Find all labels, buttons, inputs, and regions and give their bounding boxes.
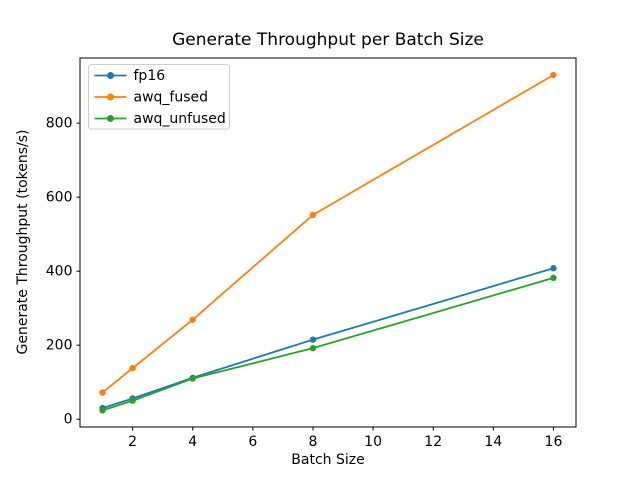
series-marker-awq_fused <box>189 316 196 323</box>
legend-label-fp16: fp16 <box>134 68 166 84</box>
series-marker-awq_unfused <box>99 407 106 414</box>
y-tick-label: 800 <box>46 116 73 132</box>
series-marker-awq_fused <box>129 364 136 372</box>
legend-box <box>88 64 230 130</box>
y-tick-label: 200 <box>46 338 73 354</box>
series-marker-awq_fused <box>309 211 317 219</box>
series-marker-awq_unfused <box>129 397 136 404</box>
series-marker-awq_unfused <box>550 274 557 282</box>
x-tick-label: 2 <box>128 434 137 450</box>
chart-title: Generate Throughput per Batch Size <box>172 30 484 50</box>
x-tick-label: 14 <box>484 434 502 450</box>
series-marker-awq_unfused <box>309 344 317 352</box>
legend-sample-marker-awq_unfused <box>107 115 114 122</box>
series-line-awq_unfused <box>101 276 555 412</box>
axes-spines <box>79 57 577 428</box>
x-tick-label: 10 <box>364 434 382 450</box>
x-tick-label: 6 <box>248 434 257 450</box>
x-tick-label: 4 <box>188 434 197 450</box>
legend-label-awq_unfused: awq_unfused <box>134 111 226 127</box>
y-tick-label: 0 <box>64 412 73 428</box>
y-tick-label: 400 <box>46 264 73 280</box>
x-tick-label: 12 <box>424 434 442 450</box>
series-marker-awq_fused <box>99 389 106 396</box>
y-tick-label: 600 <box>46 190 73 206</box>
legend-label-awq_fused: awq_fused <box>134 89 209 105</box>
series-marker-fp16 <box>550 265 557 272</box>
series-marker-awq_unfused <box>189 375 196 382</box>
x-axis-label: Batch Size <box>291 452 365 468</box>
legend-sample-marker-fp16 <box>107 72 114 79</box>
legend-sample-marker-awq_fused <box>107 93 114 101</box>
series-marker-awq_fused <box>550 71 557 79</box>
x-tick-label: 16 <box>545 434 563 450</box>
y-axis-label: Generate Throughput (tokens/s) <box>15 129 31 355</box>
series-marker-fp16 <box>309 336 317 343</box>
x-tick-label: 8 <box>309 434 318 450</box>
